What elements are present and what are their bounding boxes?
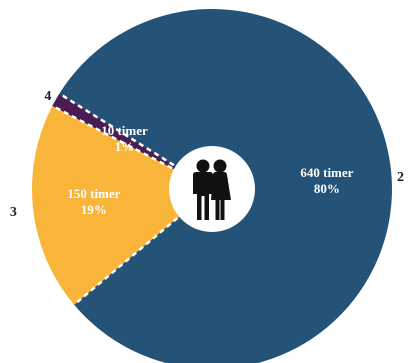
slice-percent-label: 1% [115, 139, 135, 154]
slice-value-label: 640 timer [300, 165, 353, 180]
category-label: 3 [10, 205, 17, 220]
slice-percent-label: 80% [314, 181, 340, 196]
category-label: 2 [397, 170, 404, 185]
category-label: 4 [44, 89, 51, 104]
slice-value-label: 10 timer [101, 123, 148, 138]
pie-slice-3 [32, 105, 213, 305]
couple-icon [193, 159, 231, 220]
slice-value-label: 150 timer [67, 186, 120, 201]
slice-percent-label: 19% [81, 202, 107, 217]
